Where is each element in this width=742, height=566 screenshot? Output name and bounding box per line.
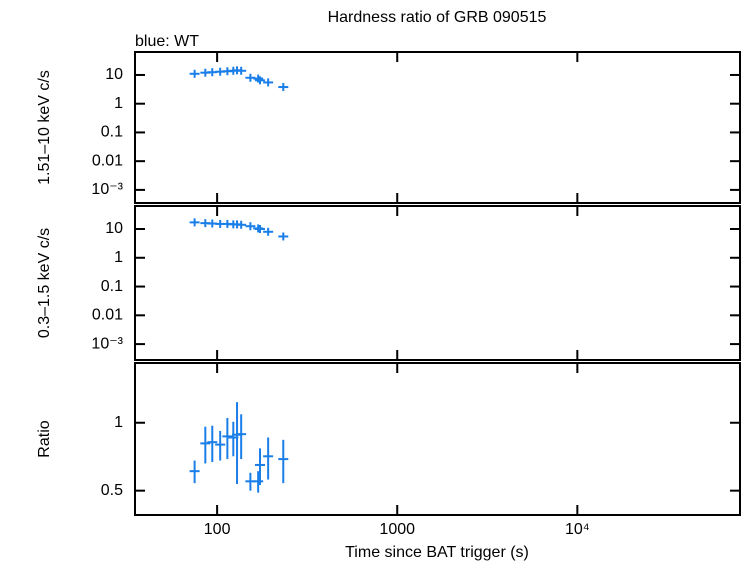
y-tick-label: 1 <box>114 414 123 431</box>
y-tick-label: 0.01 <box>92 152 123 169</box>
y-tick-label: 10 <box>105 220 123 237</box>
y-tick-label: 10⁻³ <box>91 335 123 352</box>
plot-frame <box>134 51 741 204</box>
x-tick-label: 10⁴ <box>565 521 590 538</box>
subtitle: blue: WT <box>135 33 199 50</box>
x-tick-label: 1000 <box>379 521 415 538</box>
chart-title: Hardness ratio of GRB 090515 <box>328 9 547 26</box>
x-axis-label: Time since BAT trigger (s) <box>345 544 529 561</box>
y-tick-label: 0.5 <box>101 482 123 499</box>
y-axis-label: Ratio <box>36 420 53 457</box>
y-tick-label: 10 <box>105 66 123 83</box>
y-tick-label: 0.01 <box>92 307 123 324</box>
y-tick-label: 1 <box>114 249 123 266</box>
y-axis-label: 1.51–10 keV c/s <box>36 70 53 185</box>
y-tick-label: 0.1 <box>101 278 123 295</box>
plot-frame <box>134 205 741 361</box>
plot-frame <box>134 362 741 516</box>
y-tick-label: 0.1 <box>101 124 123 141</box>
y-axis-label: 0.3–1.5 keV c/s <box>36 228 53 338</box>
y-tick-label: 10⁻³ <box>91 181 123 198</box>
y-tick-label: 1 <box>114 95 123 112</box>
x-tick-label: 100 <box>204 521 231 538</box>
